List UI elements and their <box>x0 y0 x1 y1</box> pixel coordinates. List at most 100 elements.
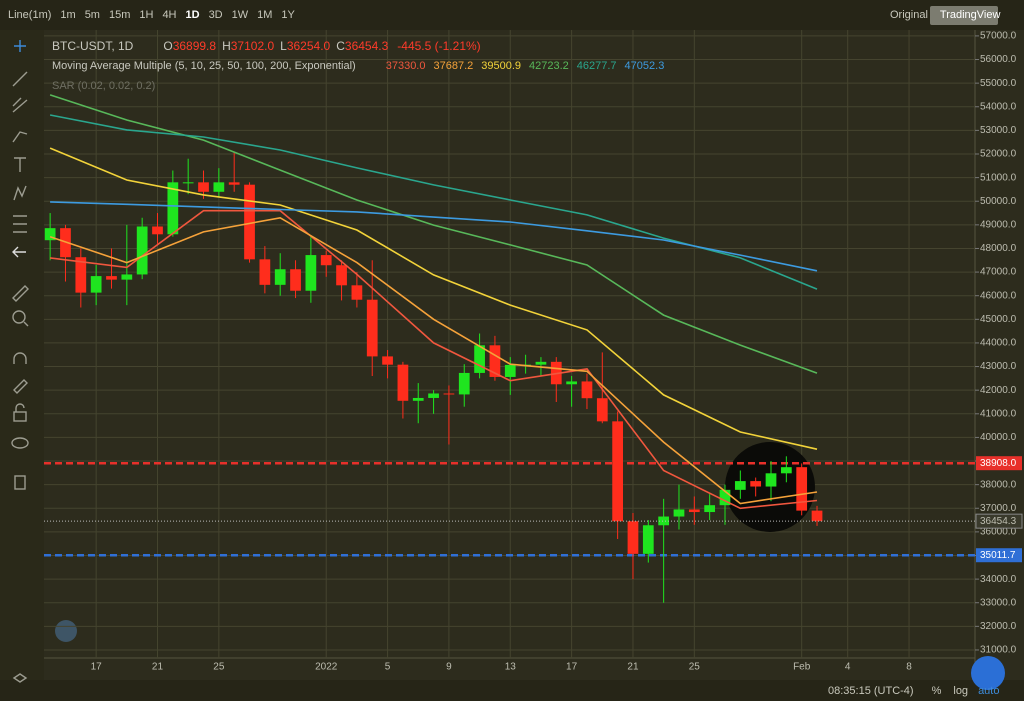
x-tick-label: 2022 <box>315 662 338 673</box>
candle-body <box>152 226 163 235</box>
moving-average-line <box>49 147 818 450</box>
y-tick-label: 48000.0 <box>980 243 1017 254</box>
candle-body <box>90 276 102 293</box>
interval[interactable]: 1H <box>139 9 154 21</box>
legend-indicator: Moving Average Multiple (5, 10, 25, 50, … <box>52 60 675 72</box>
y-tick-label: 42000.0 <box>980 385 1017 396</box>
last-price-box <box>975 513 1023 529</box>
scale-option[interactable]: auto <box>978 685 1000 697</box>
candle-body <box>228 182 240 185</box>
ohlc-value: 36899.8 <box>172 39 217 53</box>
ohlc-value: 37102.0 <box>230 39 275 53</box>
moving-average-line <box>50 201 818 272</box>
candle-body <box>596 398 608 422</box>
candle-body <box>75 257 87 293</box>
interval[interactable]: 4H <box>162 9 177 21</box>
y-tick-label: 57000.0 <box>980 31 1017 42</box>
candle-body <box>121 274 133 280</box>
candle-body <box>198 182 209 192</box>
candle-body <box>734 481 746 490</box>
price-level-box <box>976 548 1022 563</box>
y-tick-label: 54000.0 <box>980 101 1017 112</box>
candle-body <box>244 184 255 260</box>
interval[interactable]: 1W <box>231 9 249 21</box>
candle-body <box>320 255 332 266</box>
candle-body <box>796 467 808 511</box>
candle-body <box>274 269 286 285</box>
interval[interactable]: 1D <box>185 9 200 21</box>
ma-value: 37330.0 <box>385 60 426 72</box>
moving-average-line <box>49 94 818 374</box>
y-tick-label: 47000.0 <box>980 267 1017 278</box>
interval[interactable]: 15m <box>108 9 131 21</box>
candle-body <box>412 397 424 401</box>
candle-body <box>612 421 623 522</box>
interval[interactable]: 5m <box>84 9 100 21</box>
candle-body <box>290 269 301 291</box>
candle-body <box>627 521 639 554</box>
candle-body <box>535 361 547 365</box>
candle-body <box>581 381 593 399</box>
candle-body <box>336 265 347 286</box>
candle-body <box>213 182 225 192</box>
candle-body <box>428 393 439 398</box>
y-tick-label: 32000.0 <box>980 621 1017 632</box>
candle-body <box>704 505 716 513</box>
chart-style[interactable]: Line(1m) <box>8 9 52 21</box>
drawing-tools[interactable] <box>11 40 29 683</box>
ma-value: 47052.3 <box>624 60 665 72</box>
y-tick-label: 51000.0 <box>980 172 1017 183</box>
ohlc: O36899.8 H37102.0 L36254.0 C36454.3 <box>163 39 394 53</box>
moving-average-line <box>50 209 818 510</box>
status: 08:35:15 (UTC-4) % log auto <box>828 685 1008 697</box>
logo <box>55 620 77 642</box>
chat-button[interactable] <box>971 656 1005 690</box>
sar-name: SAR (0.02, 0.02, 0.2) <box>52 80 156 92</box>
ma-value: 46277.7 <box>576 60 617 72</box>
ma-value: 37687.2 <box>433 60 474 72</box>
legend-sar: SAR (0.02, 0.02, 0.2) <box>52 80 158 92</box>
indicator-name: Moving Average Multiple (5, 10, 25, 50, … <box>52 60 356 72</box>
interval[interactable]: 3D <box>208 9 223 21</box>
candle-body <box>458 372 470 395</box>
interval[interactable]: 1m <box>60 9 76 21</box>
plot <box>44 94 975 603</box>
candle-body <box>642 525 654 554</box>
interval[interactable]: 1Y <box>281 9 295 21</box>
y-tick-label: 37000.0 <box>980 503 1017 514</box>
candle-body <box>351 285 363 300</box>
x-tick-label: 17 <box>91 662 103 673</box>
y-tick-label: 49000.0 <box>980 219 1017 230</box>
candle-body <box>780 467 792 474</box>
x-tick-label: 13 <box>505 662 517 673</box>
y-tick-label: 43000.0 <box>980 361 1017 372</box>
ohlc-value: 36454.3 <box>344 39 389 53</box>
y-tick-label: 31000.0 <box>980 645 1017 656</box>
candle-body <box>688 509 700 513</box>
view-button-active[interactable] <box>930 6 998 25</box>
interval[interactable]: 1M <box>257 9 273 21</box>
y-tick-label: 33000.0 <box>980 597 1017 608</box>
candle-body <box>182 182 194 184</box>
view-option[interactable]: TradingView <box>939 9 1001 21</box>
x-tick-label: 8 <box>906 662 912 673</box>
ohlc-key: H <box>222 39 231 53</box>
view-option[interactable]: Original <box>890 9 928 21</box>
top-toolbar <box>0 0 1024 30</box>
x-tick-label: 25 <box>213 662 225 673</box>
candle-body <box>366 299 378 357</box>
x-tick-label: 25 <box>689 662 701 673</box>
last-price-label: 36454.3 <box>980 516 1017 527</box>
y-tick-label: 56000.0 <box>980 54 1017 65</box>
candle-body <box>504 364 516 377</box>
candle-body <box>136 226 148 275</box>
view-switch: Original TradingView <box>890 9 1000 21</box>
x-tick-label: 9 <box>446 662 452 673</box>
scale-option[interactable]: log <box>953 685 969 697</box>
y-tick-label: 38000.0 <box>980 479 1017 490</box>
y-tick-label: 36000.0 <box>980 527 1017 538</box>
candle-body <box>259 259 271 285</box>
scale-option[interactable]: % <box>931 685 942 697</box>
candle-body <box>719 489 731 506</box>
